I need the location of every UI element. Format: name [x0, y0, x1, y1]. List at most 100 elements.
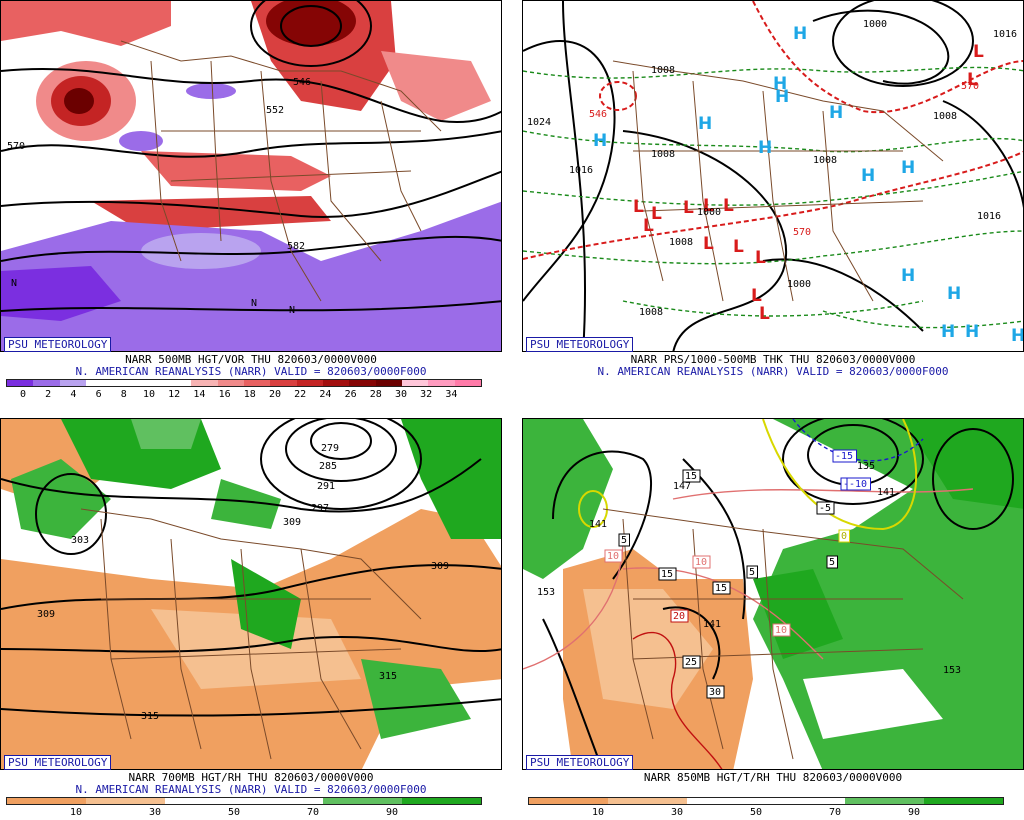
n-marker: N [251, 298, 257, 309]
colorbar-tick: 34 [445, 389, 458, 400]
colorbar-tick: 6 [95, 389, 102, 400]
colorbar-tick: 30 [394, 389, 408, 400]
low-pressure-marker: L [633, 197, 644, 217]
colorbar-swatch [7, 380, 34, 386]
colorbar-tick: 16 [218, 389, 231, 400]
colorbar [6, 379, 482, 387]
colorbar-tick: 2 [45, 389, 52, 400]
colorbar-tick: 14 [193, 389, 206, 400]
temperature-label: 5 [621, 535, 627, 546]
colorbar-swatch [191, 380, 218, 386]
thickness-label: 570 [793, 227, 811, 238]
low-pressure-marker: L [651, 204, 662, 224]
contour-label: 153 [537, 587, 555, 598]
psu-logo: PSU METEOROLOGY [4, 337, 112, 352]
temperature-label: 5 [749, 567, 755, 578]
temperature-label-box [682, 655, 701, 669]
isobar-label: 1016 [993, 29, 1017, 40]
colorbar-swatch [428, 380, 455, 386]
high-pressure-marker: H [593, 131, 607, 151]
caption-title: NARR 700MB HGT/RH THU 820603/0000V000 [128, 771, 374, 784]
contour-label: 303 [71, 535, 89, 546]
colorbar-tick: 50 [227, 807, 241, 818]
temperature-label-box [832, 449, 857, 463]
colorbar-ticks: 10 30 50 70 90 [528, 807, 1004, 819]
colorbar-tick: 28 [369, 389, 382, 400]
thickness-label: 546 [589, 109, 607, 120]
colorbar-swatch [164, 380, 192, 386]
high-pressure-marker: H [698, 114, 712, 134]
high-pressure-marker: H [775, 87, 789, 107]
colorbar-tick: 22 [294, 389, 307, 400]
colorbar-tick: 32 [420, 389, 433, 400]
high-pressure-marker: H [758, 138, 772, 158]
temperature-label: 25 [685, 657, 697, 668]
colorbar-ticks: 10 30 50 70 90 [6, 807, 482, 819]
colorbar-swatch [7, 798, 86, 804]
contour-label: 315 [141, 711, 159, 722]
temperature-label-box [682, 469, 701, 483]
colorbar-swatch [244, 798, 323, 804]
temperature-label-box [618, 533, 630, 547]
colorbar-swatch [924, 798, 1003, 804]
colorbar-tick: 30 [670, 807, 684, 818]
contour-label: 546 [293, 77, 311, 88]
colorbar-ticks: 0 2 4 6 8 10 12 14 16 18 20 22 24 26 28 30 32 34 [6, 389, 482, 401]
n-marker: N [11, 278, 17, 289]
n-marker: N [289, 305, 295, 316]
temperature-label: 10 [695, 557, 707, 568]
caption-valid: N. AMERICAN REANALYSIS (NARR) VALID = 82… [75, 365, 427, 378]
isobar-label: 1000 [863, 19, 887, 30]
low-pressure-marker: L [643, 216, 654, 236]
colorbar-swatch [243, 380, 271, 386]
low-pressure-marker: L [755, 248, 766, 268]
high-pressure-marker: H [965, 322, 979, 342]
low-pressure-marker: L [703, 196, 714, 216]
colorbar-swatch [529, 798, 608, 804]
contour-label: 291 [317, 481, 335, 492]
isobar-label: 1000 [697, 207, 721, 218]
colorbar-swatch [323, 798, 402, 804]
isobar-label: 1008 [639, 307, 663, 318]
panel-700mb-rh: 279 285 291 297 303 309 309 309 315 315 … [0, 418, 502, 820]
colorbar-tick: 10 [142, 389, 156, 400]
colorbar-tick: 70 [306, 807, 320, 818]
psu-logo: PSU METEOROLOGY [4, 755, 112, 770]
colorbar-swatch [454, 380, 481, 386]
contour-label: 153 [943, 665, 961, 676]
colorbar-swatch [138, 380, 165, 386]
isobar-label: 1016 [569, 165, 593, 176]
contour-label: 309 [431, 561, 449, 572]
isobar-label: 1016 [977, 211, 1001, 222]
low-pressure-marker: L [759, 304, 770, 324]
colorbar-tick: 12 [168, 389, 181, 400]
colorbar [528, 797, 1004, 805]
contour-label: 141 [703, 619, 721, 630]
contour-label: 135 [857, 461, 875, 472]
contour-label: 147 [673, 481, 691, 492]
low-pressure-marker: L [973, 42, 984, 62]
temperature-label-box [772, 623, 791, 637]
colorbar-swatch [349, 380, 376, 386]
high-pressure-marker: H [773, 74, 787, 94]
temperature-label-box [692, 555, 711, 569]
colorbar-swatch [296, 380, 323, 386]
psu-logo: PSU METEOROLOGY [526, 755, 634, 770]
colorbar-swatch [217, 380, 244, 386]
temperature-label-box [826, 555, 838, 569]
thickness-label: 570 [961, 81, 979, 92]
temperature-label-box [838, 529, 850, 543]
temperature-label: 15 [715, 583, 727, 594]
caption-title: NARR PRS/1000-500MB THK THU 820603/0000V… [630, 353, 916, 366]
colorbar-tick: 24 [319, 389, 332, 400]
high-pressure-marker: H [861, 166, 875, 186]
high-pressure-marker: H [901, 158, 915, 178]
colorbar-swatch [165, 798, 244, 804]
isobar-label: 1000 [787, 279, 811, 290]
caption-valid: N. AMERICAN REANALYSIS (NARR) VALID = 82… [597, 365, 949, 378]
high-pressure-marker: H [793, 24, 807, 44]
panel-500mb-vorticity: 570 546 552 582 N N N PSU METEOROLOGY NA… [0, 0, 502, 402]
temperature-label-box [658, 567, 677, 581]
colorbar-tick: 26 [344, 389, 357, 400]
